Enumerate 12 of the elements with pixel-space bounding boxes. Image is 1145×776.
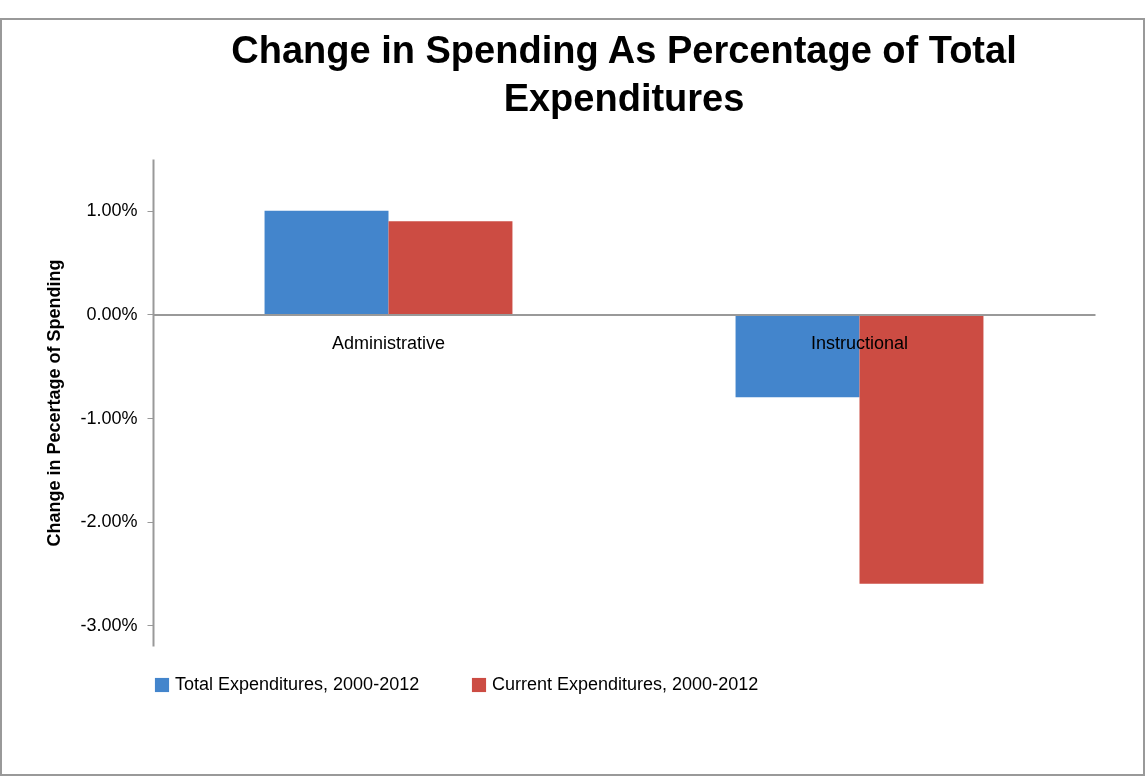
- bar: [264, 210, 389, 315]
- y-tick-label: 0.00%: [86, 303, 138, 324]
- legend-label: Current Expenditures, 2000-2012: [492, 674, 759, 694]
- legend-label: Total Expenditures, 2000-2012: [175, 674, 420, 694]
- y-tick-label: -1.00%: [80, 407, 138, 428]
- y-tick-label: -2.00%: [80, 511, 138, 532]
- y-tick-label: -3.00%: [80, 614, 138, 635]
- chart-title: Change in Spending As Percentage of Total Expenditures: [231, 29, 1017, 119]
- y-tick-label: 1.00%: [86, 200, 138, 221]
- y-axis-title: Change in Pecertage of Spending: [44, 259, 65, 547]
- bar: [388, 221, 513, 315]
- x-tick-label: Administrative: [331, 332, 446, 353]
